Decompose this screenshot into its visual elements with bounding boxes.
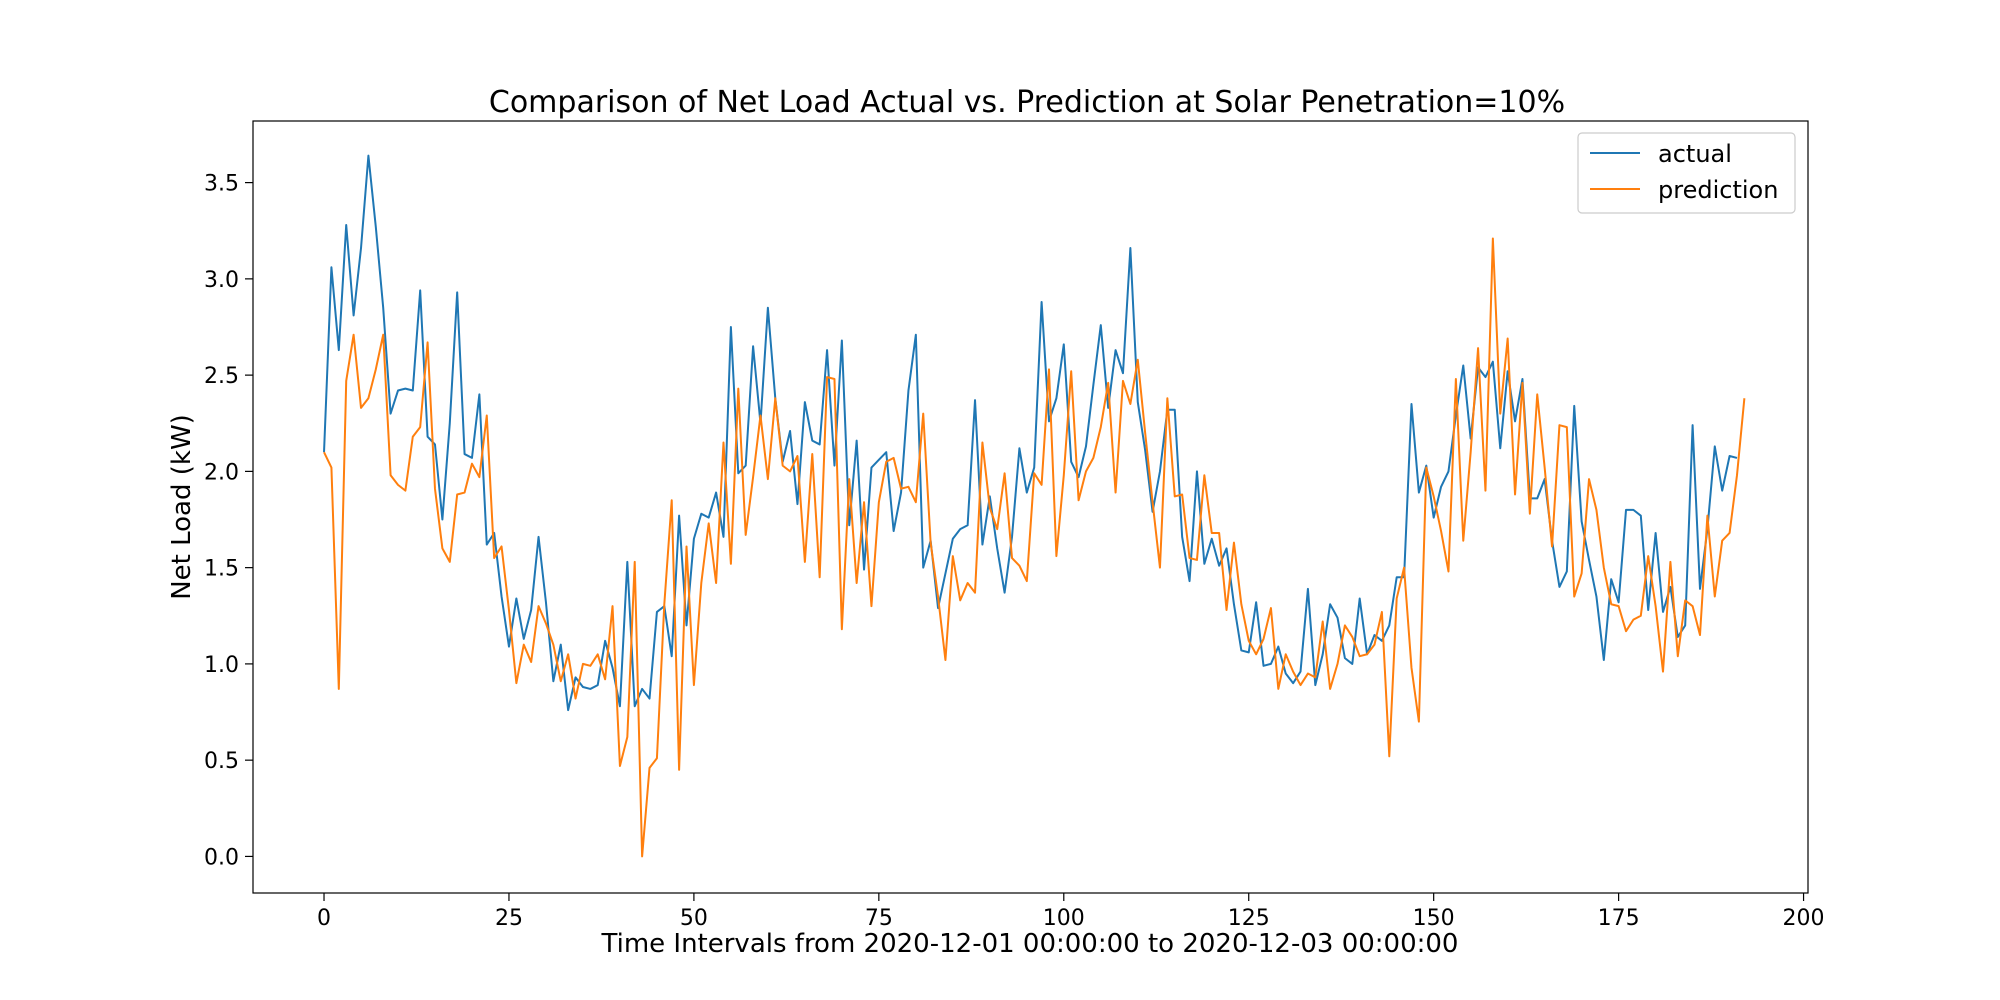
x-tick-label: 75 — [865, 906, 893, 931]
x-tick-label: 100 — [1043, 906, 1085, 931]
x-tick-label: 200 — [1783, 906, 1825, 931]
series-line-prediction — [323, 237, 1746, 858]
x-tick-label: 125 — [1228, 906, 1270, 931]
y-tick-label: 3.5 — [204, 172, 239, 197]
chart-title: Comparison of Net Load Actual vs. Predic… — [489, 85, 1565, 120]
y-tick-label: 2.5 — [204, 364, 239, 389]
x-tick-label: 50 — [680, 906, 708, 931]
x-tick-label: 175 — [1598, 906, 1640, 931]
y-tick-label: 0.0 — [204, 845, 239, 870]
y-axis-label: Net Load (kW) — [167, 414, 197, 600]
series-line-actual — [323, 154, 1738, 712]
y-tick-label: 1.0 — [204, 653, 239, 678]
y-tick-label: 1.5 — [204, 557, 239, 582]
y-axis-ticks: 0.0 0.5 1.0 1.5 2.0 2.5 3.0 3.5 — [204, 172, 253, 870]
plot-area — [252, 120, 1809, 894]
y-tick-label: 2.0 — [204, 460, 239, 485]
axes-frame — [252, 120, 1809, 894]
y-tick-label: 3.0 — [204, 268, 239, 293]
series-layer — [323, 154, 1746, 858]
legend-label-actual: actual — [1658, 140, 1732, 168]
x-tick-label: 150 — [1413, 906, 1455, 931]
x-tick-label: 0 — [317, 906, 331, 931]
x-axis-ticks: 0 25 50 75 100 125 150 175 200 — [317, 893, 1825, 931]
legend-label-prediction: prediction — [1658, 176, 1778, 204]
x-axis-label: Time Intervals from 2020-12-01 00:00:00 … — [601, 929, 1459, 959]
x-tick-label: 25 — [495, 906, 523, 931]
y-tick-label: 0.5 — [204, 749, 239, 774]
legend: actual prediction — [1577, 132, 1796, 214]
